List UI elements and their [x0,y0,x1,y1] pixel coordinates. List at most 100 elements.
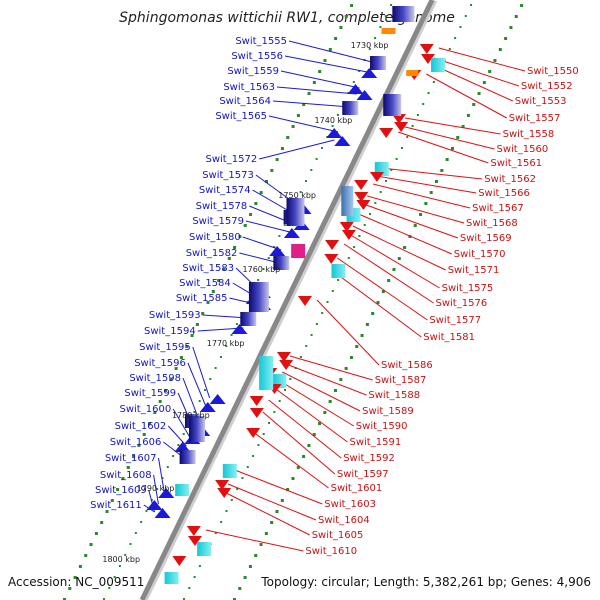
gc-dot [432,81,435,83]
gene-label-right: Swit_1576 [436,298,488,309]
gc-dot [198,400,201,402]
gc-dot [124,554,127,556]
gc-dot [270,521,274,524]
gene-arrow-left [154,508,171,518]
gene-label-right: Swit_1561 [490,158,542,169]
gc-dot [339,378,343,381]
gc-dot [333,389,337,392]
gc-dot [424,202,428,205]
gene-arrow-right [249,408,264,418]
gc-dot [105,510,109,513]
gc-dot [411,125,414,127]
gene-arrow-left [158,488,175,498]
gene-label-left: Swit_1598 [129,373,181,384]
gc-dot [360,334,364,337]
leader-line [167,425,187,447]
accession-text: Accession: NC_009511 [8,575,144,589]
gc-dot [217,279,221,282]
label-leader-lines [143,40,526,552]
gc-dot [369,213,372,215]
gc-dot [339,26,343,29]
gc-dot [305,180,307,182]
gene-label-left: Swit_1607 [105,453,157,464]
leader-line [380,167,483,180]
gc-dot [129,543,132,545]
gc-dot [448,48,451,50]
gene-label-right: Swit_1589 [362,406,414,417]
leader-line [284,55,368,73]
gc-dot [108,587,111,589]
gene-label-right: Swit_1597 [337,469,389,480]
gc-dot [280,147,284,150]
gc-dot [257,279,260,281]
gc-dot [166,466,169,468]
gc-dot [416,114,419,116]
gc-dot [315,323,318,325]
gc-dot [395,158,398,160]
gene-label-left: Swit_1578 [196,201,248,212]
gene-arrow-right [276,352,291,362]
leader-line [289,355,373,381]
gene-arrow-right [215,480,230,490]
gc-dot [201,312,205,315]
gene-arrow-left [347,84,364,94]
gene-label-right: Swit_1566 [478,188,530,199]
leader-line [182,377,200,421]
gene-label-right: Swit_1610 [305,546,357,557]
gc-dot [435,180,438,183]
leader-line [197,327,244,332]
gene-label-right: Swit_1605 [312,530,364,541]
gc-dot [387,279,391,282]
gene-label-left: Swit_1594 [144,326,196,337]
leader-line [367,195,465,224]
gc-dot [156,488,159,490]
gc-dot [273,411,276,413]
leader-line [285,363,367,396]
gene-label-left: Swit_1584 [179,278,231,289]
gc-dot [323,59,327,62]
gene-label-left: Swit_1564 [219,96,271,107]
gene-arrow-right [391,114,406,124]
gc-dot [206,301,210,304]
gc-dot [509,26,513,29]
gc-dot [397,257,401,260]
gene-label-right: Swit_1588 [368,390,420,401]
leader-line [205,529,304,552]
gc-dot [302,103,306,106]
gc-dot [248,565,252,568]
gc-dot [328,48,332,51]
gene-block [222,464,237,478]
gc-dot [113,576,116,578]
gene-arrow-left [231,324,248,334]
gc-dot [185,345,189,348]
gc-dot [312,433,316,436]
leader-line [337,257,428,321]
gene-label-left: Swit_1606 [110,437,162,448]
gene-label-left: Swit_1593 [149,310,201,321]
gene-label-left: Swit_1574 [199,185,251,196]
gene-label-right: Swit_1590 [356,421,408,432]
gc-dot [459,26,462,28]
gc-dot [84,554,88,557]
gc-dot [337,279,340,281]
scale-label: 1770 kbp [207,339,245,348]
map-title: Sphingomonas wittichii RW1, complete gen… [119,10,455,26]
gc-dot [328,400,332,403]
gene-label-left: Swit_1573 [202,170,254,181]
gene-label-left: Swit_1556 [231,51,283,62]
scale-label: 1750 kbp [278,191,316,200]
gc-dot [422,103,425,105]
gene-block [342,101,359,115]
gene-label-right: Swit_1570 [454,249,506,260]
gc-dot [379,191,382,193]
gc-dot [349,356,353,359]
gene-arrow-right [324,254,339,264]
gc-dot [230,334,233,336]
topology-text: Topology: circular; Length: 5,382,261 bp… [260,575,591,589]
gc-dot [169,378,173,381]
gc-dot [283,389,286,391]
gc-dot [419,213,423,216]
gene-arrow-left [209,394,226,404]
gc-dot [344,367,348,370]
